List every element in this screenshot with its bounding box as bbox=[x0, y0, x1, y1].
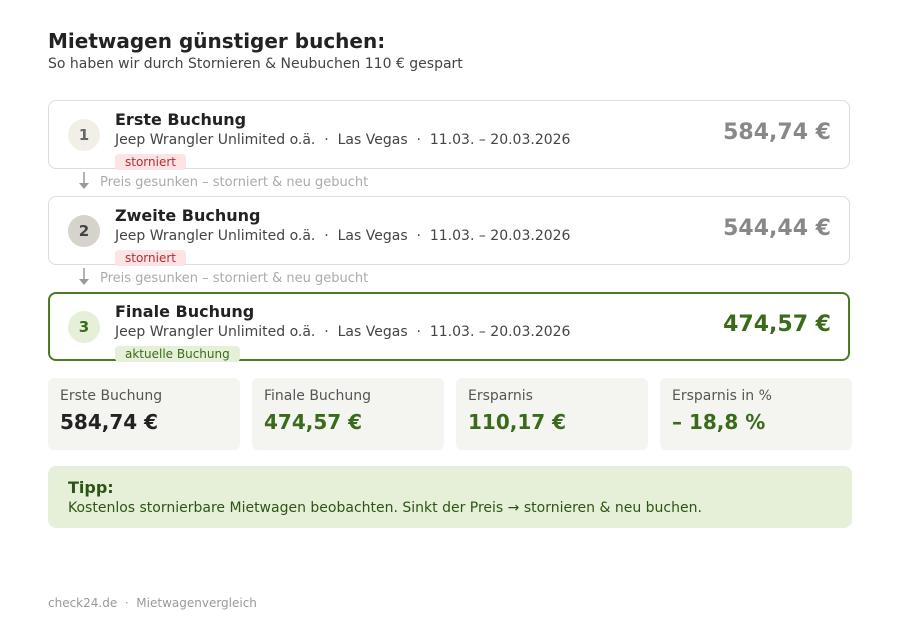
step-number: 2 bbox=[68, 215, 100, 247]
arrow bbox=[79, 172, 89, 189]
step-number: 1 bbox=[68, 119, 100, 151]
stat-label: Erste Buchung bbox=[60, 388, 163, 404]
arrow bbox=[79, 268, 89, 285]
stat-box: Ersparnis in % – 18,8 % bbox=[660, 378, 852, 450]
connector-text: Preis gesunken – storniert & neu gebucht bbox=[100, 271, 369, 286]
stat-value: 474,57 € bbox=[264, 410, 363, 434]
connector-text: Preis gesunken – storniert & neu gebucht bbox=[100, 175, 369, 190]
booking-badge: aktuelle Buchung bbox=[115, 346, 240, 362]
booking-title: Finale Buchung bbox=[115, 302, 255, 321]
booking-card: 1 Erste Buchung Jeep Wrangler Unlimited o.… bbox=[48, 100, 850, 170]
booking-badge: storniert bbox=[115, 154, 186, 170]
tip-box: Tipp: Kostenlos stornierbare Mietwagen b… bbox=[48, 466, 852, 528]
stat-box: Erste Buchung 584,74 € bbox=[48, 378, 240, 450]
booking-title: Erste Buchung bbox=[115, 110, 247, 129]
stat-value: 110,17 € bbox=[468, 410, 567, 434]
stat-label: Ersparnis bbox=[468, 388, 533, 404]
subtitle: So haben wir durch Stornieren & Neubuche… bbox=[48, 56, 463, 72]
booking-badge: storniert bbox=[115, 250, 186, 266]
stat-box: Finale Buchung 474,57 € bbox=[252, 378, 444, 450]
step-number: 3 bbox=[68, 311, 100, 343]
stat-value: 584,74 € bbox=[60, 410, 159, 434]
booking-title: Zweite Buchung bbox=[115, 206, 261, 225]
stat-label: Ersparnis in % bbox=[672, 388, 772, 404]
booking-details: Jeep Wrangler Unlimited o.ä. · Las Vegas… bbox=[115, 132, 571, 148]
booking-price: 544,44 € bbox=[723, 216, 831, 241]
booking-card: 3 Finale Buchung Jeep Wrangler Unlimited o… bbox=[48, 292, 850, 362]
tip-title: Tipp: bbox=[68, 478, 114, 497]
stat-label: Finale Buchung bbox=[264, 388, 372, 404]
booking-price: 584,74 € bbox=[723, 120, 831, 145]
booking-details: Jeep Wrangler Unlimited o.ä. · Las Vegas… bbox=[115, 228, 571, 244]
tip-text: Kostenlos stornierbare Mietwagen beobach… bbox=[68, 500, 702, 516]
booking-price: 474,57 € bbox=[723, 312, 831, 337]
footer: check24.de · Mietwagenvergleich bbox=[48, 596, 257, 610]
title: Mietwagen günstiger buchen: bbox=[48, 29, 386, 53]
stat-box: Ersparnis 110,17 € bbox=[456, 378, 648, 450]
booking-details: Jeep Wrangler Unlimited o.ä. · Las Vegas… bbox=[115, 324, 571, 340]
stat-value: – 18,8 % bbox=[672, 410, 766, 434]
booking-card: 2 Zweite Buchung Jeep Wrangler Unlimited o… bbox=[48, 196, 850, 266]
